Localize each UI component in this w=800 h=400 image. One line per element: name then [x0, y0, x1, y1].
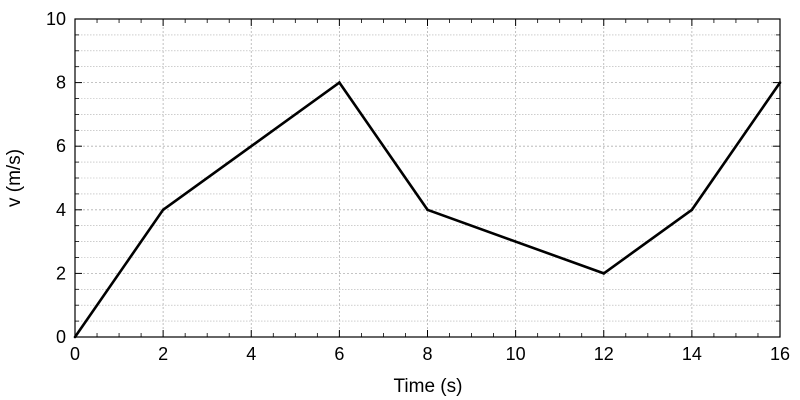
- tick-marks: [74, 18, 781, 338]
- x-tick-label: 0: [70, 344, 80, 364]
- data-point: [426, 208, 429, 212]
- y-tick-label: 2: [56, 263, 66, 283]
- tick-labels: 0 2 4 6 8 10 12 14 16 0 2 4 6 8 10: [46, 9, 790, 364]
- y-tick-label: 6: [56, 136, 66, 156]
- x-axis-label: Time (s): [394, 376, 463, 397]
- y-tick-label: 10: [46, 9, 66, 29]
- data-point: [602, 272, 606, 275]
- data-point: [161, 208, 165, 212]
- major-gridlines: [75, 19, 780, 337]
- y-tick-label: 8: [56, 73, 66, 93]
- data-point: [338, 81, 341, 84]
- minor-gridlines: [75, 34, 780, 322]
- x-tick-label: 10: [506, 344, 526, 364]
- x-tick-label: 6: [334, 344, 344, 364]
- x-tick-label: 8: [422, 344, 432, 364]
- x-tick-label: 4: [246, 344, 256, 364]
- y-tick-label: 0: [56, 327, 66, 347]
- x-tick-label: 2: [158, 344, 168, 364]
- y-tick-label: 4: [56, 200, 66, 220]
- x-tick-label: 16: [770, 344, 790, 364]
- data-point: [690, 208, 694, 212]
- x-tick-label: 12: [594, 344, 614, 364]
- y-axis-label: v (m/s): [4, 149, 25, 207]
- x-tick-label: 14: [682, 344, 702, 364]
